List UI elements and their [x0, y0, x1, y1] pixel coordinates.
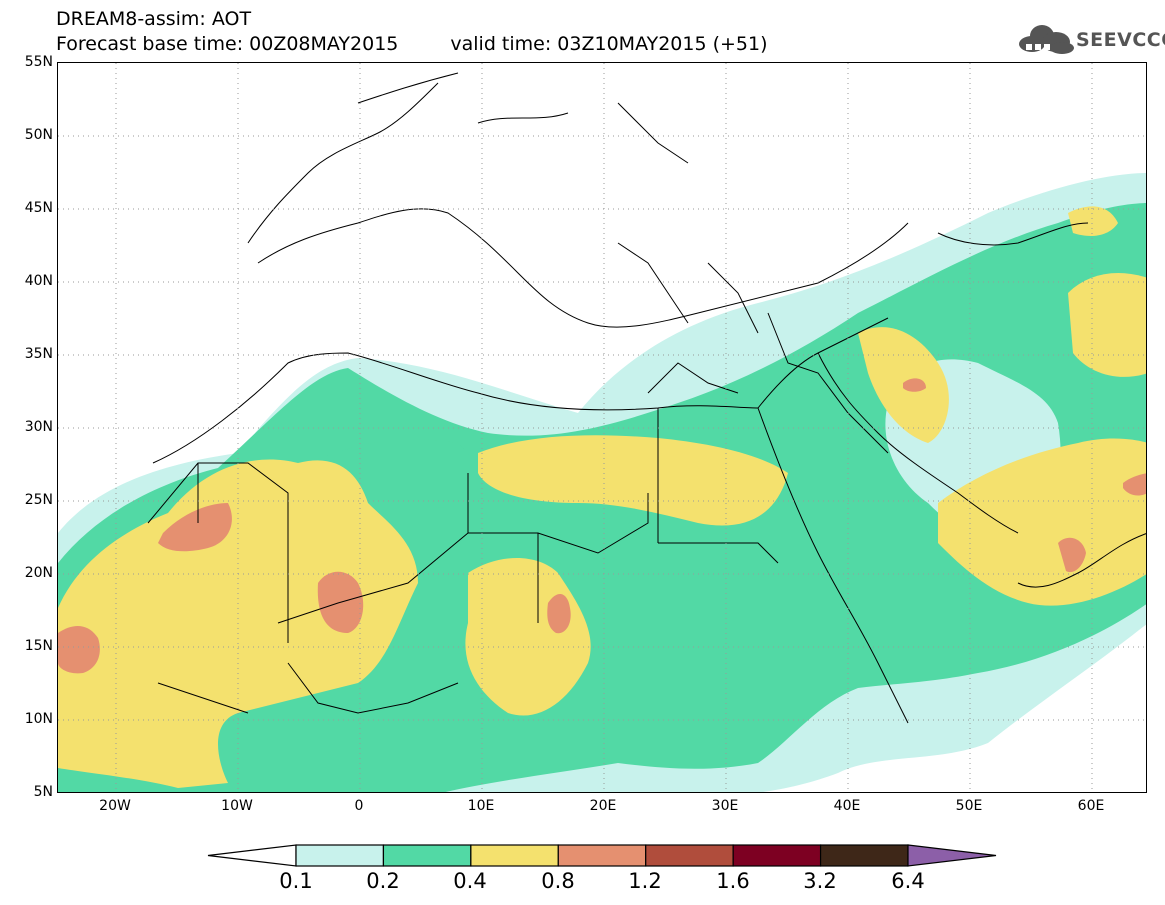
colorbar-swatch — [732, 844, 822, 867]
colorbar-label-32: 3.2 — [803, 869, 837, 893]
lat-label-25n: 25N — [24, 492, 53, 508]
lat-label-10n: 10N — [24, 711, 53, 727]
lat-label-50n: 50N — [24, 127, 53, 143]
logo-text: SEEVCCC — [1076, 29, 1165, 51]
colorbar-swatch — [470, 844, 559, 867]
colorbar-label-02: 0.2 — [366, 869, 400, 893]
colorbar-over-triangle — [907, 844, 997, 867]
colorbar-under-triangle — [207, 844, 297, 867]
lon-label-10e: 10E — [467, 798, 495, 814]
colorbar-label-12: 1.2 — [628, 869, 662, 893]
lat-label-35n: 35N — [24, 346, 53, 362]
cloud-icon — [1019, 25, 1074, 54]
aot-field-map — [58, 63, 1146, 792]
colorbar-label-16: 1.6 — [716, 869, 750, 893]
aot-field-08-12 — [58, 378, 1146, 674]
lat-label-55n: 55N — [24, 54, 53, 70]
base-time-text: Forecast base time: 00Z08MAY2015 — [56, 33, 399, 55]
lat-label-15n: 15N — [24, 638, 53, 654]
lon-label-10w: 10W — [221, 798, 253, 814]
lon-label-40e: 40E — [833, 798, 861, 814]
map-title: DREAM8-assim: AOT — [56, 8, 251, 30]
colorbar-swatch — [295, 844, 385, 867]
time-info: Forecast base time: 00Z08MAY2015 valid ti… — [56, 33, 768, 55]
lon-label-60e: 60E — [1077, 798, 1105, 814]
lat-label-20n: 20N — [24, 565, 53, 581]
colorbar-swatch — [382, 844, 472, 867]
lon-label-50e: 50E — [955, 798, 983, 814]
coastlines — [147, 72, 1146, 724]
graticule — [58, 63, 1146, 792]
colorbar-label-08: 0.8 — [541, 869, 575, 893]
colorbar-swatch — [819, 844, 909, 867]
lat-label-45n: 45N — [24, 200, 53, 216]
colorbar-label-64: 6.4 — [891, 869, 925, 893]
lat-label-30n: 30N — [24, 419, 53, 435]
lon-label-0: 0 — [354, 798, 364, 814]
lon-label-20w: 20W — [99, 798, 131, 814]
lon-label-20e: 20E — [589, 798, 617, 814]
colorbar-label-04: 0.4 — [453, 869, 487, 893]
valid-time-text: valid time: 03Z10MAY2015 (+51) — [450, 33, 768, 55]
lat-label-40n: 40N — [24, 273, 53, 289]
colorbar-label-01: 0.1 — [279, 869, 313, 893]
title-text: DREAM8-assim: AOT — [56, 8, 252, 30]
map-panel — [57, 62, 1147, 793]
colorbar-swatch — [557, 844, 647, 867]
lat-label-5n: 5N — [33, 784, 53, 800]
lon-label-30e: 30E — [711, 798, 739, 814]
colorbar-swatch — [645, 844, 734, 867]
